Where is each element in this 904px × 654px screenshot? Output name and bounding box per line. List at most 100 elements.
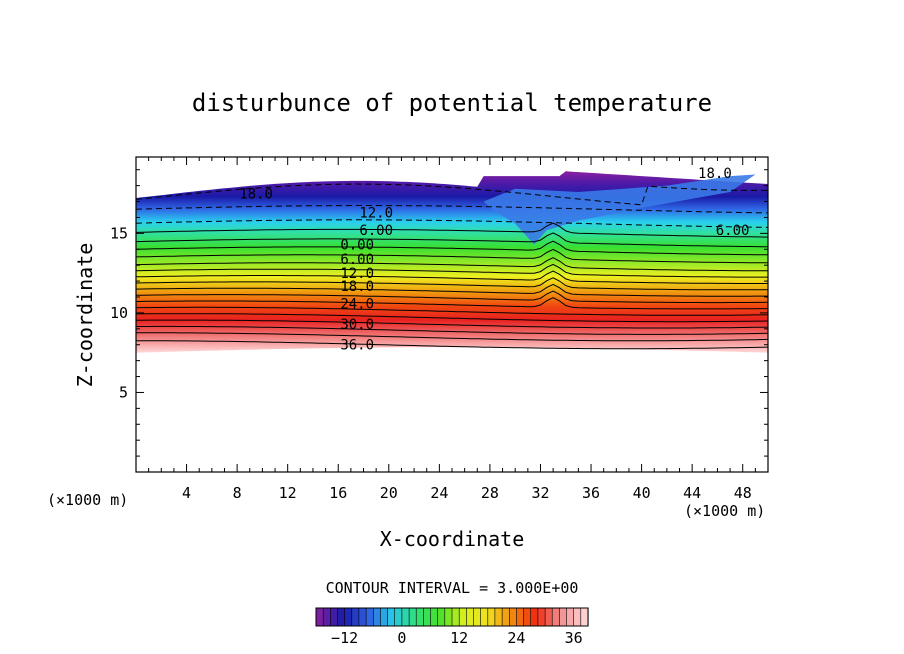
temperature-field [136, 171, 768, 353]
contour-label: 18.0 [698, 166, 732, 182]
colorbar-cell [465, 607, 475, 627]
contour-line [136, 319, 768, 329]
x-tick-label: 48 [734, 484, 752, 502]
colorbar-cell [573, 607, 582, 627]
colorbar-cell [365, 607, 374, 627]
colorbar-tick-label: 36 [565, 629, 583, 647]
colorbar-cell [437, 607, 446, 627]
colorbar-tick-label: 0 [397, 629, 406, 647]
contour-line [136, 219, 768, 228]
colorbar-cell [337, 607, 346, 627]
y-axis-label: Z-coordinate [73, 243, 97, 388]
contour-label: 6.00 [359, 223, 393, 239]
colorbar-cell [408, 607, 417, 627]
contour-line [136, 263, 768, 278]
colorbar-cell [423, 607, 432, 627]
colorbar-frame [315, 607, 589, 627]
colorbar-cell [458, 607, 468, 627]
colorbar-cell [444, 607, 453, 627]
colorbar-cell [401, 607, 410, 627]
colorbar-cell [380, 607, 389, 627]
colorbar-cell [530, 607, 539, 627]
colorbar-cell [387, 607, 396, 627]
x-tick-label: 24 [430, 484, 448, 502]
x-tick-label: 32 [531, 484, 549, 502]
colorbar-cell [551, 607, 561, 627]
contour-label: 12.0 [359, 206, 393, 222]
colorbar-cell [394, 607, 403, 627]
contour-line [136, 257, 768, 272]
contour-line [136, 325, 768, 335]
contour-label: 6.00 [716, 223, 750, 239]
colorbar-cell [322, 607, 332, 627]
y-tick-label: 10 [110, 304, 128, 322]
contour-lines [136, 183, 768, 350]
colorbar-cell [351, 607, 360, 627]
colorbar-cell [329, 607, 339, 627]
x-tick-label: 4 [182, 484, 191, 502]
colorbar-cell [508, 607, 518, 627]
x-tick-label: 28 [481, 484, 499, 502]
colorbar-cell [480, 607, 489, 627]
y-axis: 5 10 15 [110, 169, 768, 457]
x-axis-unit-left: (×1000 m) [47, 491, 128, 509]
colorbar-cell [372, 607, 382, 627]
y-tick-label: 15 [110, 224, 128, 242]
colorbar-cell [415, 607, 425, 627]
x-tick-label: 16 [329, 484, 347, 502]
contour-line [136, 183, 768, 206]
contour-line [136, 270, 768, 284]
contour-line [136, 306, 768, 316]
contour-line [136, 205, 768, 214]
colorbar-tick-label: 12 [450, 629, 468, 647]
contour-line [136, 340, 768, 350]
x-axis-unit-right: (×1000 m) [684, 502, 765, 520]
colorbar-cell [544, 607, 553, 627]
contour-line [136, 232, 768, 248]
contour-line [136, 277, 768, 291]
x-tick-label: 36 [582, 484, 600, 502]
contour-interval-text: CONTOUR INTERVAL = 3.000E+00 [326, 579, 579, 597]
contour-line [136, 290, 768, 304]
contour-label: 12.0 [340, 266, 374, 282]
x-tick-label: 20 [380, 484, 398, 502]
chart-title: disturbunce of potential temperature [192, 89, 712, 117]
x-axis-label: X-coordinate [380, 527, 525, 551]
colorbar-cell [516, 607, 525, 627]
colorbar-cell [537, 607, 546, 627]
y-tick-label: 5 [119, 383, 128, 401]
contour-label: 24.0 [340, 296, 374, 312]
colorbar-cell [566, 607, 575, 627]
colorbar-cell [501, 607, 510, 627]
colorbar-cell [430, 607, 439, 627]
colorbar-cell [451, 607, 460, 627]
contour-line [136, 240, 768, 256]
contour-line [136, 283, 768, 297]
contour-label: 30.0 [340, 317, 374, 333]
contour-line [136, 297, 768, 310]
colorbar-cell [344, 607, 353, 627]
contour-line [136, 222, 768, 238]
colorbar-cell [473, 607, 482, 627]
colorbar-tick-label: 24 [507, 629, 525, 647]
contour-label: 6.00 [340, 252, 374, 268]
contour-line [136, 332, 768, 342]
x-tick-label: 12 [279, 484, 297, 502]
contour-label: 0.00 [340, 238, 374, 254]
colorbar-cell [494, 607, 503, 627]
x-tick-label: 44 [683, 484, 701, 502]
x-tick-label: 40 [633, 484, 651, 502]
colorbar-cell [358, 607, 367, 627]
colorbar-cell [559, 607, 568, 627]
colorbar-cell [487, 607, 496, 627]
contour-label: 36.0 [340, 338, 374, 354]
colorbar-cell [523, 607, 532, 627]
colorbar-tick-label: −12 [331, 629, 358, 647]
x-tick-label: 8 [233, 484, 242, 502]
contour-label: 18.0 [239, 187, 273, 203]
contour-labels: 18.012.06.000.006.0012.018.024.030.036.0… [239, 166, 749, 354]
contour-line [136, 248, 768, 264]
colorbar-cell [580, 607, 589, 627]
contour-label: 18.0 [340, 279, 374, 295]
